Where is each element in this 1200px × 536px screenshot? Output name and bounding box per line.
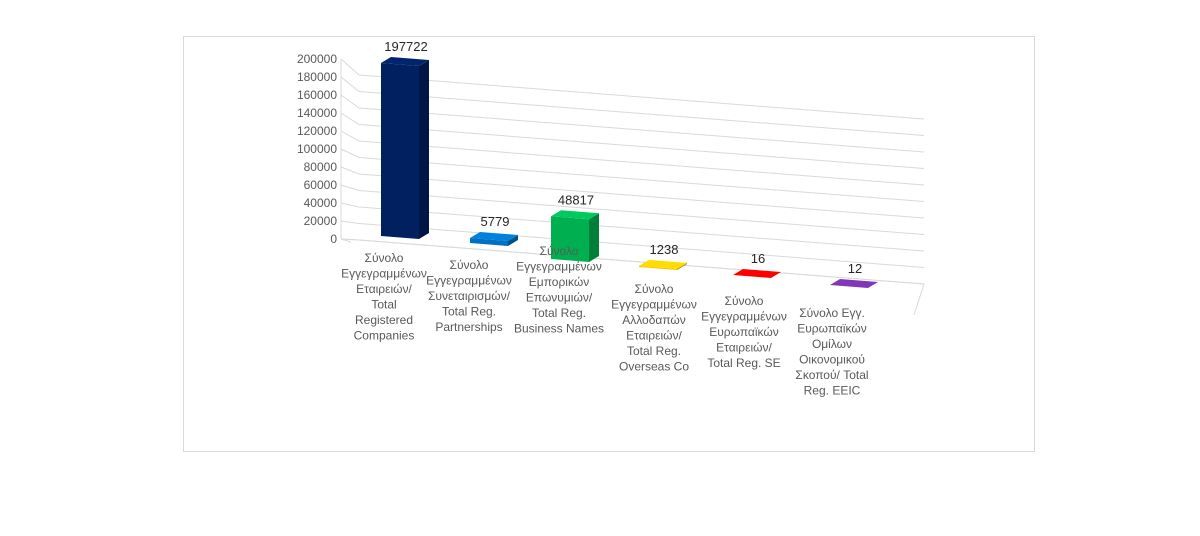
gridline [340, 202, 925, 252]
bar-front [733, 274, 771, 278]
bar-top [381, 56, 429, 66]
y-tick-label: 160000 [297, 88, 337, 102]
bar-front [830, 284, 868, 288]
bar-side [589, 213, 599, 262]
gridline [340, 58, 925, 120]
y-tick-label: 200000 [297, 52, 337, 66]
x-category-label-line: Σύνολο [725, 294, 764, 308]
bar-side [677, 262, 687, 270]
data-label: 1238 [650, 242, 679, 257]
bar-side [868, 281, 878, 288]
bar-side [508, 234, 518, 246]
x-category-label-line: Total [371, 298, 396, 312]
floor-edge [340, 238, 925, 316]
x-category-label-line: Reg. EEIC [804, 384, 861, 398]
bar-front [470, 237, 508, 246]
x-category-label-line: Εμπορικών [529, 275, 589, 289]
bar-top [470, 231, 518, 241]
x-category-label: Σύνολο Εγγεγραμμένων Ευρωπαϊκών Εταιρειών/T… [701, 294, 787, 370]
y-tick-label: 40000 [304, 196, 338, 210]
x-category-label-line: Σκοπού/ Total [795, 368, 868, 382]
x-category-label-line: Εγγεγραμμένων [426, 274, 512, 288]
x-category-label-line: Εγγεγραμμένων [611, 298, 697, 312]
gridline [340, 112, 925, 169]
y-tick-label: 60000 [304, 178, 338, 192]
y-tick-label: 140000 [297, 106, 337, 120]
x-category-label-line: Σύνολο [540, 244, 579, 258]
gridline [340, 166, 925, 219]
bar-top [639, 259, 687, 269]
bar-front [381, 62, 419, 239]
x-category-label: Σύνολο Εγγεγραμμένων Αλλοδαπών Εταιρειών/To… [611, 282, 697, 374]
x-category-label-line: Total Reg. SE [707, 356, 780, 370]
x-category-label-line: Συνεταιρισμών/ [428, 289, 511, 303]
chart-frame: 0 20000 40000 60000 80000 100000 120000 140000 1… [183, 36, 1035, 452]
bar-chart-3d: 0 20000 40000 60000 80000 100000 120000 140000 1… [297, 39, 925, 398]
floor-edge [340, 238, 352, 243]
x-category-label-line: Business Names [514, 322, 604, 336]
data-label: 5779 [481, 214, 510, 229]
bar-front [551, 216, 589, 262]
bar-side [419, 59, 429, 239]
data-label: 197722 [384, 39, 427, 54]
bar-top [551, 210, 599, 220]
x-category-label-line: Total Reg. [442, 305, 496, 319]
gridline [340, 130, 925, 186]
x-category-label-line: Partnerships [435, 320, 502, 334]
x-category-label: Σύνολο Εγγεγραμμένων Εμπορικών Επωνυμιών/To… [514, 244, 604, 336]
y-tick-label: 100000 [297, 142, 337, 156]
data-label: 16 [751, 251, 765, 266]
x-category-label-line: Ευρωπαϊκών [709, 325, 779, 339]
gridline [340, 148, 925, 202]
x-category-label-line: Σύνολο Εγγ. [799, 306, 865, 320]
x-category-label-line: Overseas Co [619, 360, 689, 374]
x-category-label-line: Total Reg. [532, 306, 586, 320]
x-category-label-line: Εταιρειών/ [626, 329, 682, 343]
x-category-label-line: Εγγεγραμμένων [701, 310, 787, 324]
y-tick-label: 20000 [304, 214, 338, 228]
x-category-label-line: Σύνολο [365, 251, 404, 265]
gridline [340, 184, 925, 235]
x-category-label-line: Ευρωπαϊκών [797, 322, 867, 336]
x-category-label-line: Ομίλων [812, 337, 852, 351]
x-category-label-line: Οικονομικού [799, 353, 865, 367]
x-category-label-line: Σύνολο [450, 258, 489, 272]
data-label: 12 [848, 261, 862, 276]
x-category-label: Σύνολο Εγγ. Ευρωπαϊκών Ομίλων Οικονομικού Σκ… [795, 306, 868, 398]
x-category-label-line: Επωνυμιών/ [526, 291, 593, 305]
x-category-label-line: Σύνολο [635, 282, 674, 296]
y-tick-label: 180000 [297, 70, 337, 84]
y-tick-label: 120000 [297, 124, 337, 138]
bar-top [830, 278, 878, 288]
x-category-label-line: Total Reg. [627, 344, 681, 358]
x-category-label-line: Εταιρειών/ [356, 282, 412, 296]
x-category-label-line: Εταιρειών/ [716, 341, 772, 355]
gridline [340, 76, 925, 136]
y-tick-label: 0 [330, 232, 337, 246]
x-category-label-line: Εγγεγραμμένων [341, 267, 427, 281]
x-category-label-line: Αλλοδαπών [622, 313, 686, 327]
x-category-label: Σύνολο Εγγεγραμμένων Συνεταιρισμών/Total R… [426, 258, 512, 334]
bar-front [639, 265, 677, 270]
bar-side [771, 271, 781, 278]
gridline [340, 94, 925, 153]
x-category-label-line: Companies [354, 329, 415, 343]
x-category-label: Σύνολο Εγγεγραμμένων Εταιρειών/Total Regist… [341, 251, 427, 343]
data-label: 48817 [558, 192, 594, 207]
bar-top [733, 268, 781, 278]
y-tick-label: 80000 [304, 160, 338, 174]
x-category-label-line: Registered [355, 313, 413, 327]
gridline [340, 220, 925, 268]
x-category-label-line: Εγγεγραμμένων [516, 260, 602, 274]
